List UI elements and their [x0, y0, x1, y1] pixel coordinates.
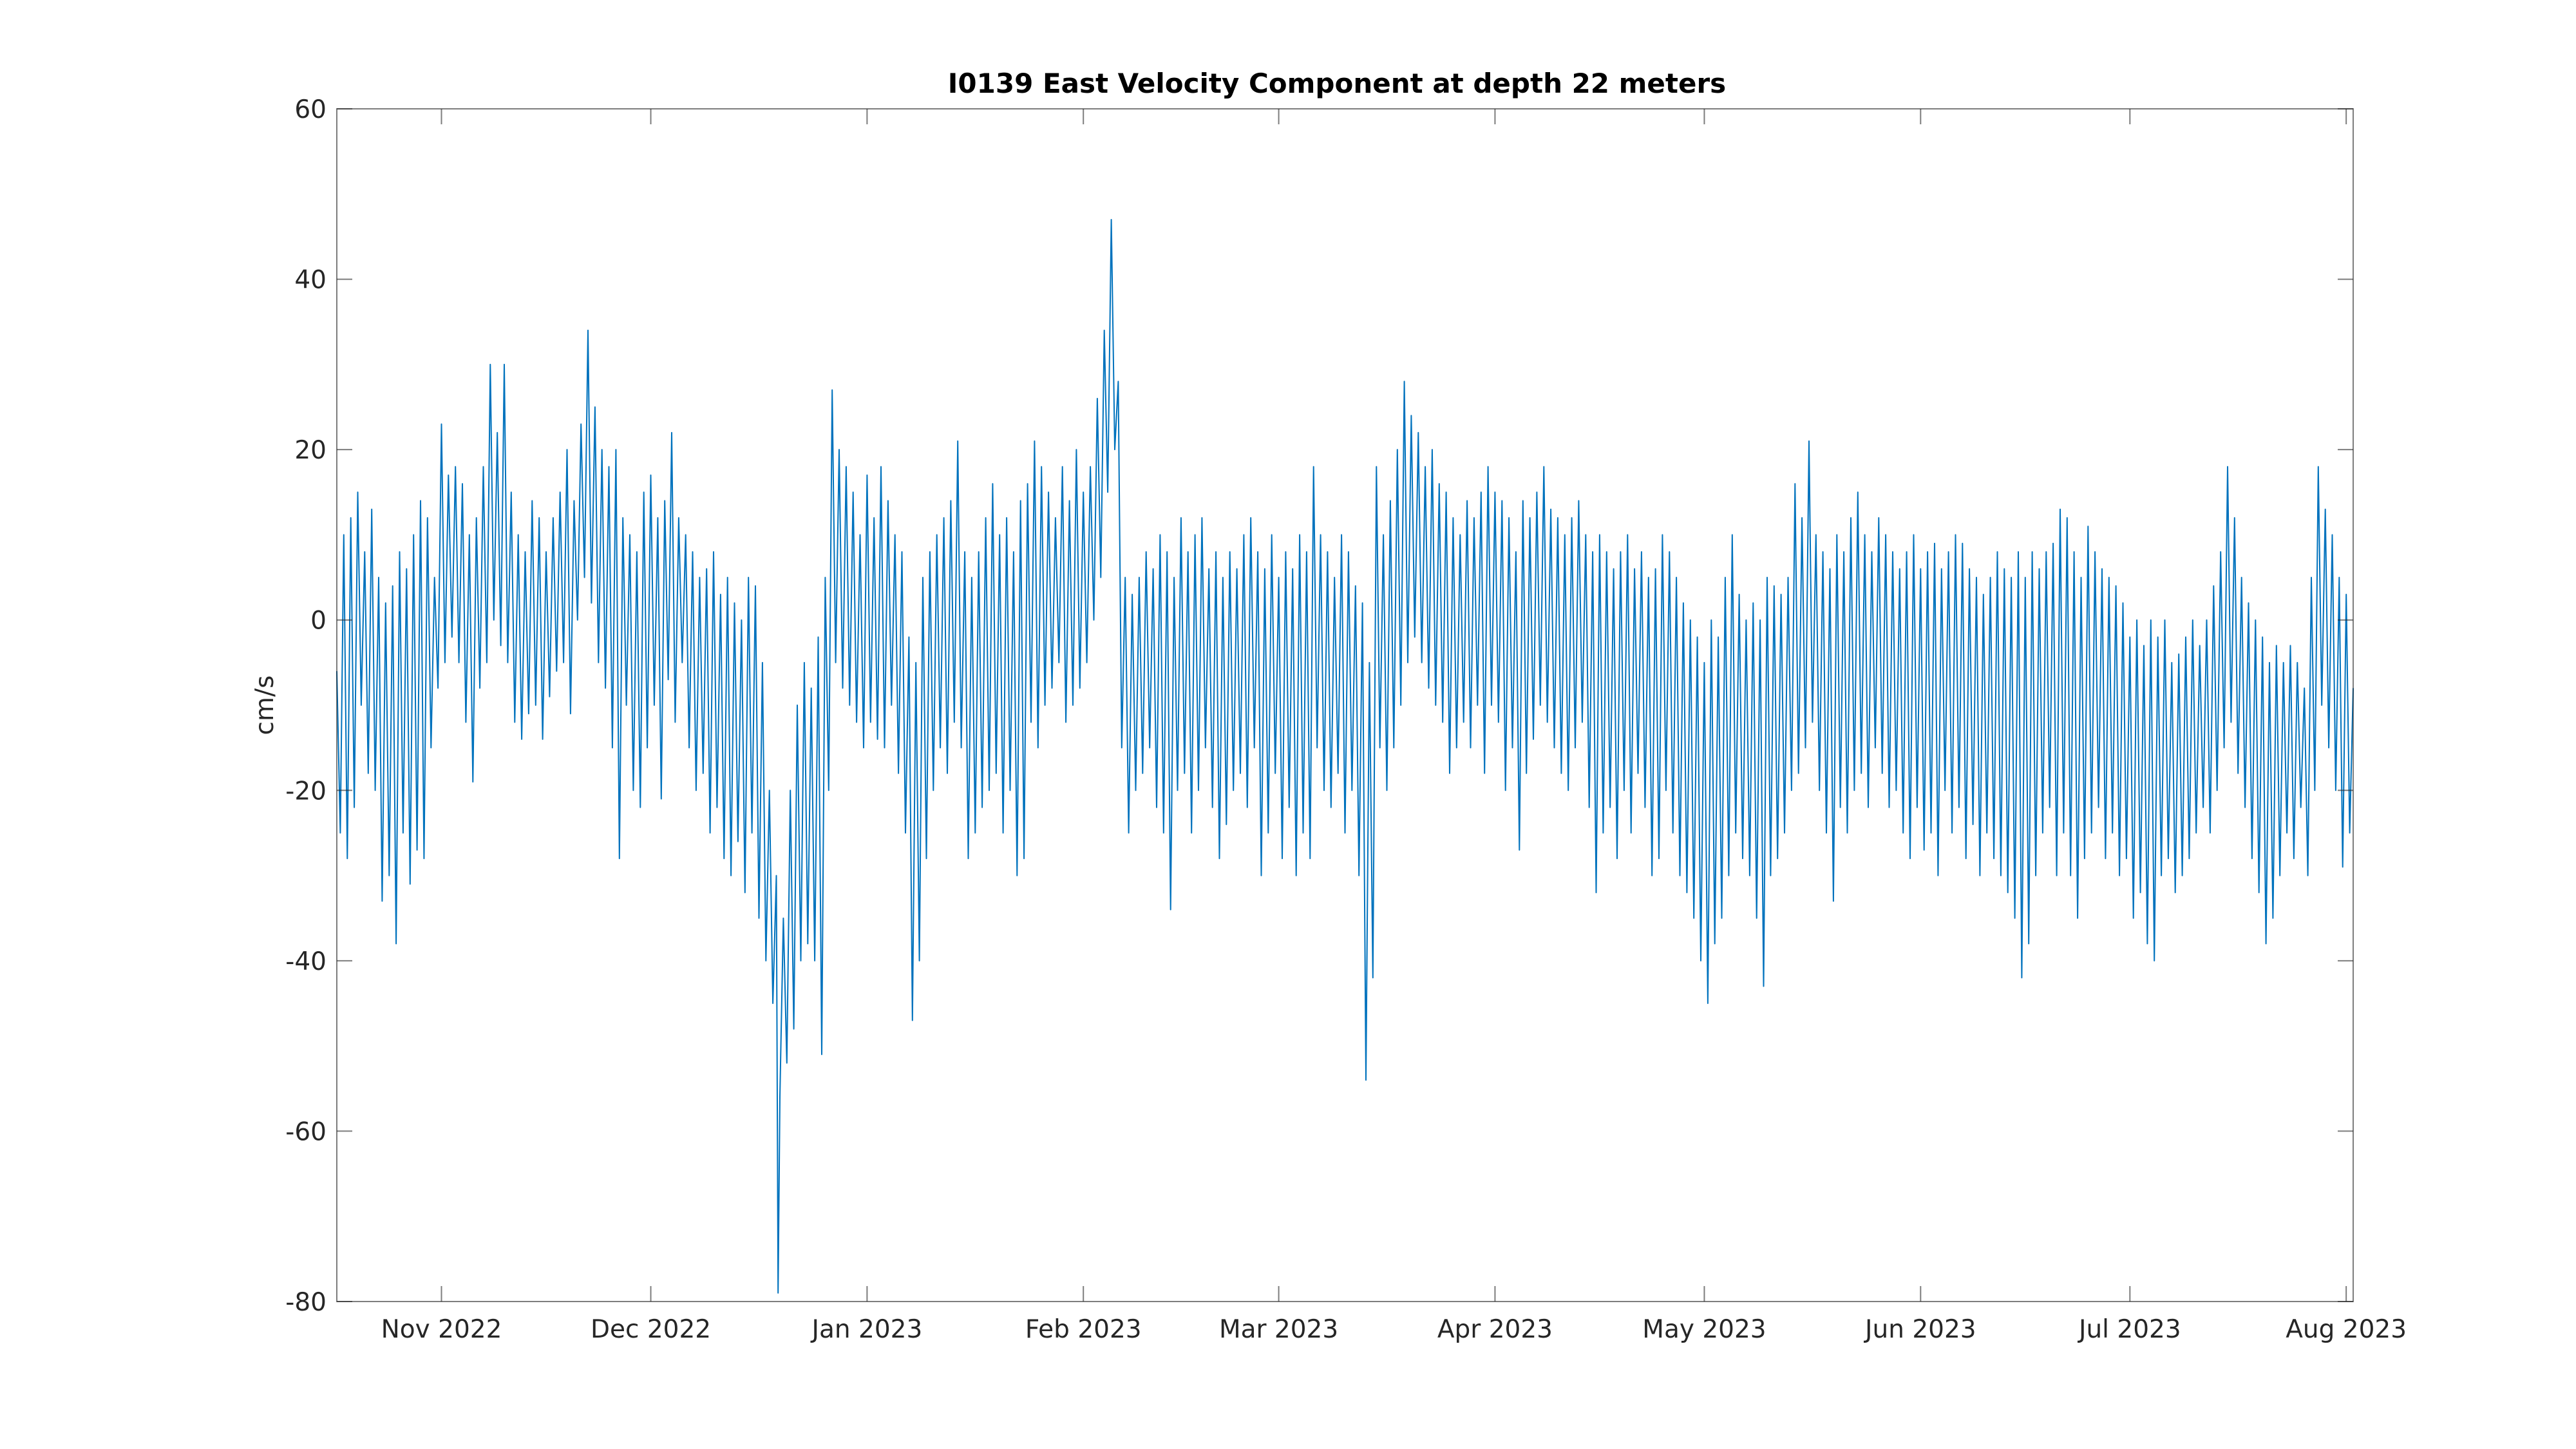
y-tick-label: 0 — [310, 607, 327, 636]
x-tick-label: Dec 2022 — [591, 1315, 711, 1344]
x-axis: Nov 2022 Dec 2022 Jan 2023 Feb 2023 Mar 2023… — [381, 109, 2407, 1344]
series-layer — [336, 219, 2354, 1294]
y-tick-label: -80 — [285, 1288, 327, 1317]
y-tick-label: 40 — [294, 266, 327, 295]
x-tick-label: Feb 2023 — [1025, 1315, 1142, 1344]
x-tick-label: Jan 2023 — [810, 1315, 922, 1344]
y-tick-label: 60 — [294, 95, 327, 124]
y-axis-label: cm/s — [251, 676, 279, 735]
x-tick-label: Nov 2022 — [381, 1315, 502, 1344]
y-tick-label: -20 — [285, 777, 327, 806]
y-axis: -80 -60 -40 -20 0 20 40 60 — [285, 95, 2353, 1317]
axes-box — [336, 108, 2354, 1302]
chart-title: I0139 East Velocity Component at depth 2… — [948, 68, 1726, 99]
x-tick-label: Aug 2023 — [2286, 1315, 2407, 1344]
y-tick-label: -40 — [285, 947, 327, 976]
x-tick-label: Mar 2023 — [1219, 1315, 1338, 1344]
series-line-1 — [336, 219, 2354, 1294]
x-tick-label: Apr 2023 — [1437, 1315, 1553, 1344]
x-tick-label: Jun 2023 — [1863, 1315, 1976, 1344]
y-tick-label: -60 — [285, 1117, 327, 1146]
x-tick-label: May 2023 — [1642, 1315, 1766, 1344]
y-tick-label: 20 — [294, 436, 327, 465]
x-tick-label: Jul 2023 — [2077, 1315, 2181, 1344]
